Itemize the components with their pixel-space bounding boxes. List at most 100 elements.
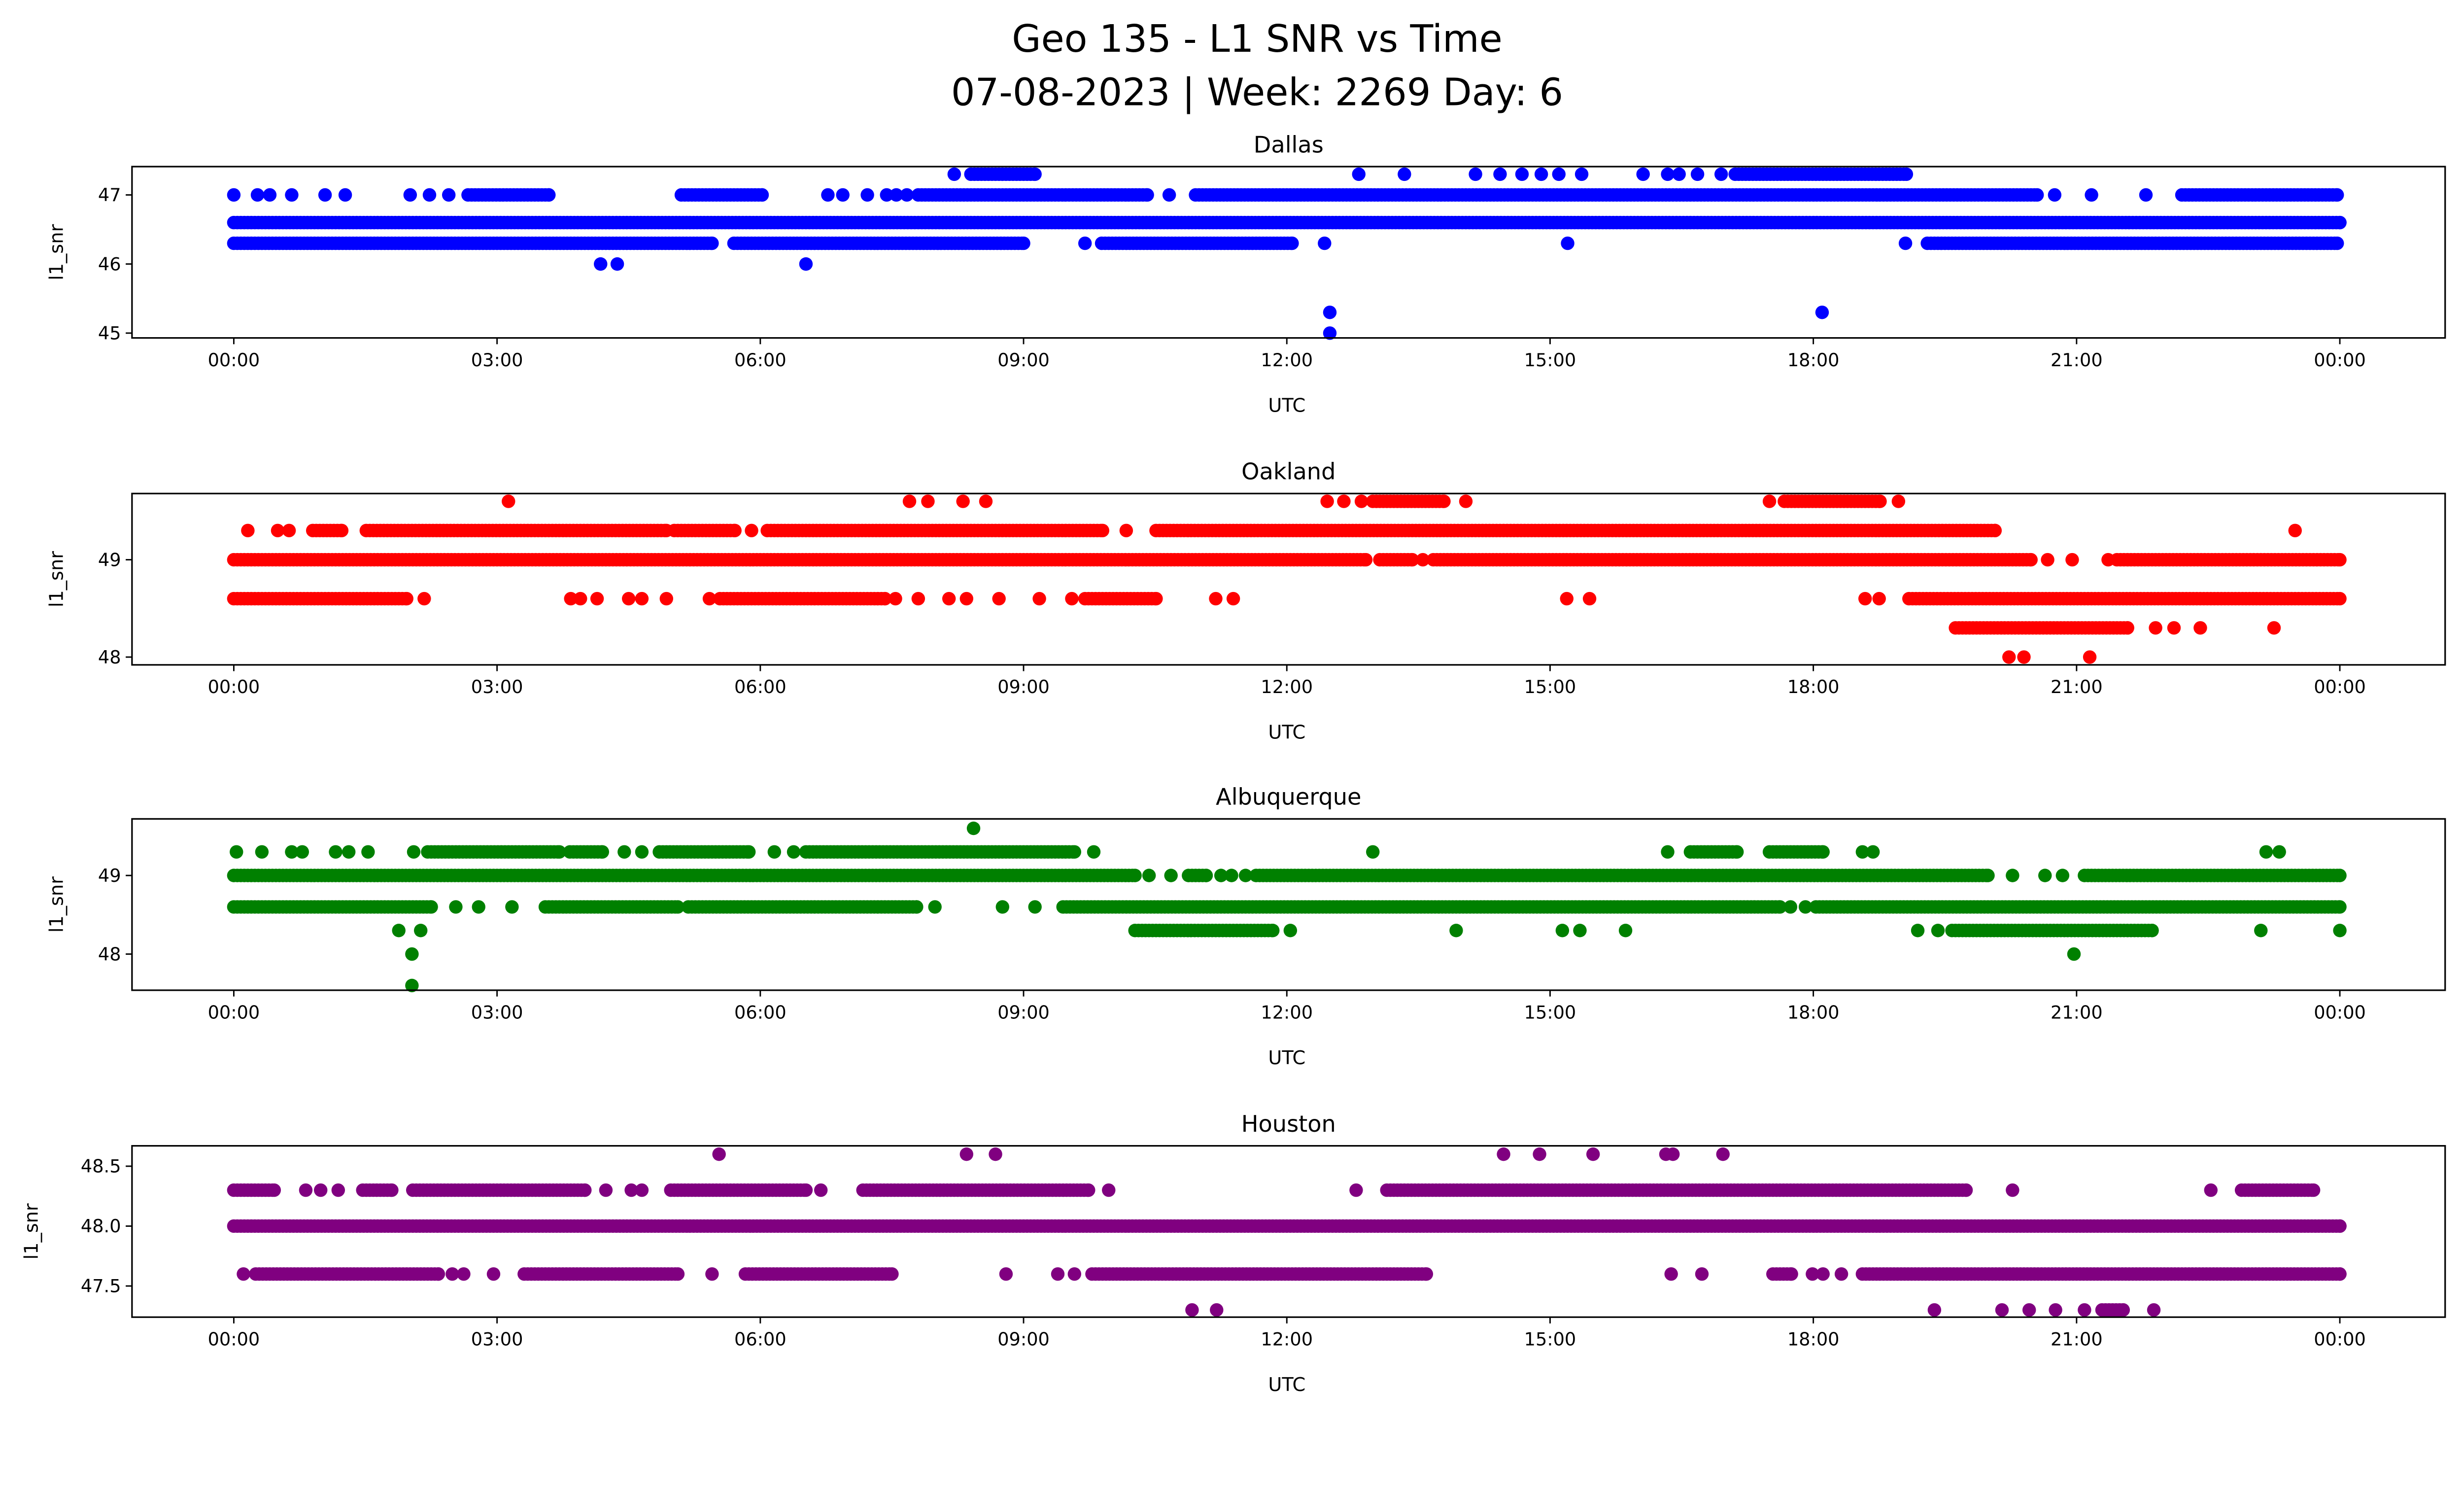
data-point: [995, 900, 1010, 914]
data-point: [342, 845, 356, 859]
data-point: [1891, 494, 1906, 508]
x-tick-label: 15:00: [1524, 1002, 1576, 1023]
data-point: [2333, 869, 2347, 882]
data-point: [979, 494, 993, 508]
data-point: [1762, 494, 1777, 508]
data-point: [505, 900, 519, 914]
data-point: [2254, 924, 2268, 938]
data-point: [449, 900, 463, 914]
x-tick-label: 00:00: [208, 349, 260, 371]
y-tick-label: 47: [98, 184, 121, 206]
data-point: [2024, 553, 2038, 567]
data-point: [1534, 167, 1548, 181]
data-point: [2272, 845, 2286, 859]
data-point: [1416, 553, 1430, 567]
figure-background: [0, 0, 2464, 1415]
x-tick-label: 12:00: [1261, 349, 1313, 371]
data-point: [671, 900, 685, 914]
data-point: [1028, 900, 1042, 914]
data-point: [2083, 650, 2097, 664]
data-point: [1283, 924, 1298, 938]
subplot-title: Houston: [1241, 1111, 1336, 1137]
data-point: [1318, 236, 1332, 250]
data-point: [2030, 188, 2044, 202]
data-point: [2065, 553, 2079, 567]
data-point: [745, 523, 758, 538]
data-point: [1082, 1183, 1095, 1197]
data-point: [624, 1183, 638, 1197]
data-point: [331, 1183, 345, 1197]
data-point: [267, 1183, 281, 1197]
data-point: [2145, 924, 2159, 938]
x-axis-label: UTC: [1268, 1047, 1305, 1069]
x-tick-label: 21:00: [2051, 349, 2103, 371]
data-point: [1899, 167, 1914, 181]
data-point: [1783, 900, 1798, 914]
data-point: [2306, 1183, 2321, 1197]
data-point: [1561, 236, 1574, 250]
data-point: [2330, 188, 2344, 202]
data-point: [1716, 1147, 1730, 1161]
data-point: [947, 167, 961, 181]
data-point: [595, 845, 610, 859]
data-point: [1866, 845, 1880, 859]
x-tick-label: 00:00: [2314, 676, 2366, 697]
x-tick-label: 21:00: [2051, 676, 2103, 697]
data-point: [1017, 236, 1030, 250]
data-point: [1533, 1147, 1546, 1161]
data-point: [1437, 494, 1451, 508]
data-point: [1586, 1147, 1600, 1161]
figure-title-line1: Geo 135 - L1 SNR vs Time: [1012, 17, 1502, 61]
data-point: [622, 591, 636, 606]
x-tick-label: 12:00: [1261, 676, 1313, 697]
data-point: [472, 900, 485, 914]
scatter-points: [227, 1147, 2347, 1317]
data-point: [285, 845, 299, 859]
data-point: [1337, 494, 1351, 508]
data-point: [1398, 167, 1411, 181]
data-point: [502, 494, 515, 508]
data-point: [400, 591, 413, 606]
data-point: [1690, 167, 1705, 181]
data-point: [1214, 869, 1228, 882]
data-point: [1087, 845, 1101, 859]
data-point: [1497, 1147, 1510, 1161]
y-axis-label: l1_snr: [46, 551, 68, 607]
x-tick-label: 09:00: [997, 349, 1050, 371]
data-point: [1560, 591, 1574, 606]
data-point: [1162, 188, 1176, 202]
data-point: [1988, 523, 2002, 538]
scatter-points: [227, 167, 2347, 340]
data-point: [329, 845, 342, 859]
data-point: [361, 845, 375, 859]
data-point: [959, 1147, 973, 1161]
data-point: [392, 924, 406, 938]
x-tick-label: 09:00: [997, 676, 1050, 697]
data-point: [2288, 523, 2302, 538]
data-point: [878, 591, 892, 606]
data-point: [1359, 553, 1373, 567]
data-point: [1574, 167, 1589, 181]
data-point: [2121, 621, 2134, 635]
data-point: [285, 188, 299, 202]
x-tick-label: 12:00: [1261, 1002, 1313, 1023]
data-point: [900, 188, 914, 202]
data-point: [1323, 326, 1337, 340]
data-point: [712, 1147, 726, 1161]
data-point: [755, 188, 769, 202]
data-point: [921, 494, 935, 508]
data-point: [1078, 236, 1092, 250]
data-point: [1773, 900, 1787, 914]
data-point: [1238, 869, 1253, 882]
data-point: [424, 900, 438, 914]
data-point: [2017, 650, 2031, 664]
data-point: [992, 591, 1006, 606]
x-tick-label: 09:00: [997, 1002, 1050, 1023]
y-tick-label: 48: [98, 647, 121, 668]
data-point: [956, 494, 970, 508]
data-point: [1815, 306, 1829, 319]
data-point: [1959, 1183, 1973, 1197]
data-point: [2038, 869, 2052, 882]
